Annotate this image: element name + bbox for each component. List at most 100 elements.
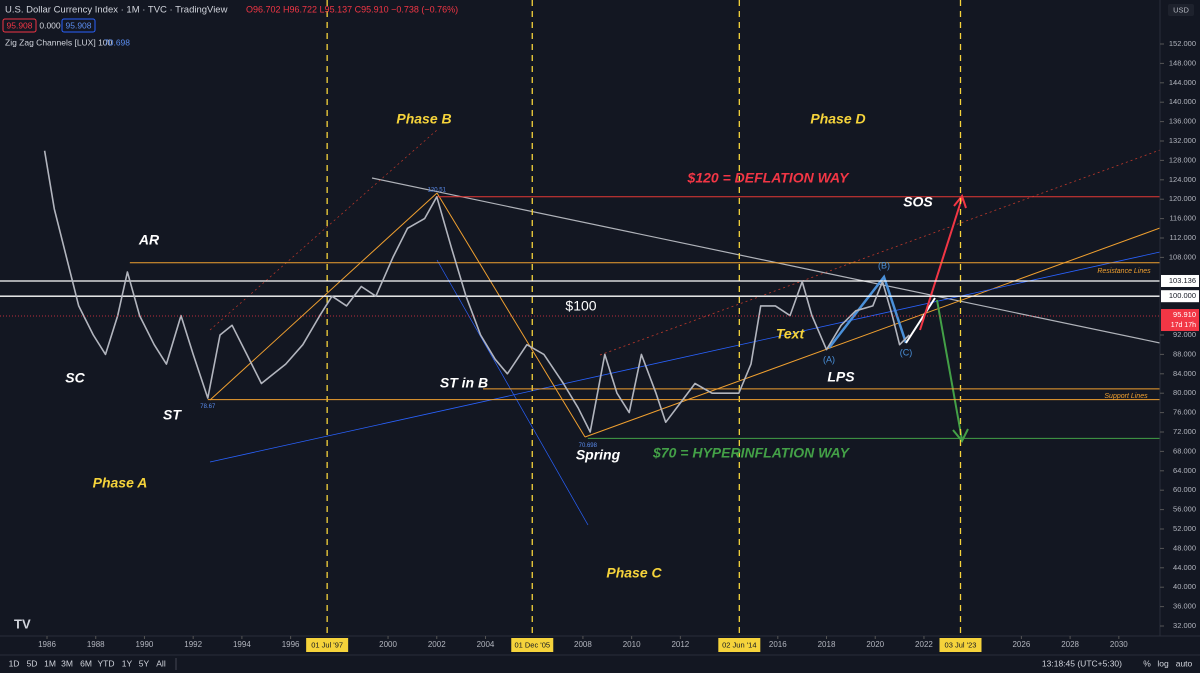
ask: 95.908 bbox=[66, 20, 92, 30]
annotation: $100 bbox=[565, 298, 596, 314]
bid: 95.908 bbox=[7, 20, 33, 30]
y-tick-label: 64.000 bbox=[1173, 466, 1196, 475]
level-label: 70.698 bbox=[579, 443, 598, 449]
y-tick-label: 108.000 bbox=[1169, 252, 1196, 261]
y-tick-label: 92.000 bbox=[1173, 330, 1196, 339]
date-marker-box bbox=[306, 638, 349, 652]
channel-line bbox=[436, 259, 589, 526]
y-tick-label: 80.000 bbox=[1173, 388, 1196, 397]
axis-label-box bbox=[1161, 274, 1199, 287]
annotation: SOS bbox=[903, 194, 933, 210]
level-label: 78.67 bbox=[200, 404, 216, 410]
date-marker-label: 02 Jun '14 bbox=[722, 640, 756, 649]
zigzag-line bbox=[436, 192, 586, 438]
current-price-label: 95.910 bbox=[1173, 310, 1196, 319]
x-tick-label: 1996 bbox=[282, 640, 300, 649]
x-tick-label: 2002 bbox=[428, 640, 446, 649]
y-tick-label: 32.000 bbox=[1173, 621, 1196, 630]
x-tick-label: 2030 bbox=[1110, 640, 1128, 649]
range-button[interactable]: All bbox=[156, 658, 166, 668]
date-marker-label: 01 Dec '05 bbox=[514, 640, 550, 649]
x-tick-label: 1994 bbox=[233, 640, 251, 649]
x-tick-label: 1988 bbox=[87, 640, 105, 649]
y-tick-label: 84.000 bbox=[1173, 369, 1196, 378]
annotation: Phase C bbox=[606, 565, 662, 581]
date-marker-label: 01 Jul '97 bbox=[311, 640, 343, 649]
annotation: Text bbox=[776, 326, 806, 342]
currency: USD bbox=[1173, 5, 1189, 14]
annotation: Phase A bbox=[93, 475, 148, 491]
y-tick-label: 40.000 bbox=[1173, 582, 1196, 591]
date-marker-label: 03 Jul '23 bbox=[945, 640, 977, 649]
y-tick-label: 76.000 bbox=[1173, 408, 1196, 417]
y-tick-label: 136.000 bbox=[1169, 117, 1196, 126]
x-tick-label: 2022 bbox=[915, 640, 933, 649]
plot: 120.51 78.67 70.698 bbox=[0, 0, 1160, 636]
arrow-up bbox=[919, 197, 963, 331]
clock: 13:18:45 (UTC+5:30) bbox=[1042, 658, 1122, 668]
spread: 0.000 bbox=[39, 20, 61, 30]
y-tick-label: 128.000 bbox=[1169, 155, 1196, 164]
ohlc: O96.702 H96.722 L95.137 C95.910 −0.738 (… bbox=[246, 4, 458, 14]
annotation: $120 = DEFLATION WAY bbox=[687, 170, 851, 186]
range-button[interactable]: 1Y bbox=[122, 658, 133, 668]
date-marker-box bbox=[511, 638, 554, 652]
y-tick-label: 68.000 bbox=[1173, 446, 1196, 455]
annotation: ST in B bbox=[440, 375, 488, 391]
x-tick-label: 2004 bbox=[477, 640, 495, 649]
date-marker-box bbox=[939, 638, 982, 652]
annotation: ST bbox=[163, 407, 182, 423]
annotation: Spring bbox=[576, 447, 621, 463]
x-tick-label: 1990 bbox=[136, 640, 154, 649]
x-tick-label: 2020 bbox=[866, 640, 884, 649]
annotation: Phase D bbox=[810, 111, 865, 127]
currency-box[interactable] bbox=[1168, 4, 1194, 16]
range-button[interactable]: 6M bbox=[80, 658, 92, 668]
range-button[interactable]: 5D bbox=[27, 658, 38, 668]
percent-toggle[interactable]: % bbox=[1143, 658, 1151, 668]
range-button[interactable]: 1D bbox=[9, 658, 20, 668]
annotation: Phase B bbox=[396, 111, 451, 127]
ask-box[interactable] bbox=[61, 18, 96, 33]
x-tick-label: 2000 bbox=[379, 640, 397, 649]
y-tick-label: 140.000 bbox=[1169, 97, 1196, 106]
y-tick-label: 56.000 bbox=[1173, 505, 1196, 514]
annotation: $70 = HYPERINFLATION WAY bbox=[652, 445, 851, 461]
y-tick-label: 60.000 bbox=[1173, 485, 1196, 494]
arrow-down bbox=[936, 299, 963, 441]
symbol-title: U.S. Dollar Currency Index · 1M · TVC · … bbox=[5, 5, 228, 16]
range-button[interactable]: 1M bbox=[44, 658, 56, 668]
trend-line bbox=[371, 177, 1160, 344]
current-price-box bbox=[1161, 309, 1199, 332]
indicator: Zig Zag Channels [LUX] 100 bbox=[5, 37, 113, 47]
y-tick-label: 116.000 bbox=[1169, 214, 1196, 223]
channel-line bbox=[599, 149, 1160, 356]
annotation: Support Lines bbox=[1104, 393, 1148, 400]
annotation: (A) bbox=[823, 354, 835, 364]
y-tick-label: 148.000 bbox=[1169, 58, 1196, 67]
price-line bbox=[43, 150, 910, 433]
axis-layer: U.S. Dollar Currency Index · 1M · TVC · … bbox=[2, 4, 1199, 670]
x-tick-label: 1992 bbox=[184, 640, 202, 649]
axis-label: 100.000 bbox=[1169, 291, 1196, 300]
x-tick-label: 2026 bbox=[1012, 640, 1030, 649]
indicator-value: 70.698 bbox=[104, 37, 130, 47]
auto-toggle[interactable]: auto bbox=[1176, 658, 1193, 668]
annotation: SC bbox=[65, 370, 85, 386]
y-tick-label: 52.000 bbox=[1173, 524, 1196, 533]
range-button[interactable]: 5Y bbox=[139, 658, 150, 668]
range-button[interactable]: 3M bbox=[61, 658, 73, 668]
arrowhead bbox=[952, 428, 969, 443]
y-tick-label: 132.000 bbox=[1169, 136, 1196, 145]
y-tick-label: 144.000 bbox=[1169, 78, 1196, 87]
logo: TV bbox=[14, 616, 31, 631]
range-button[interactable]: YTD bbox=[98, 658, 115, 668]
arrowhead bbox=[953, 193, 967, 209]
bid-box[interactable] bbox=[2, 18, 37, 33]
log-toggle[interactable]: log bbox=[1157, 658, 1169, 668]
chart-layer: 120.51 78.67 70.698 bbox=[0, 0, 1160, 636]
y-tick-label: 36.000 bbox=[1173, 602, 1196, 611]
date-marker-box bbox=[718, 638, 761, 652]
